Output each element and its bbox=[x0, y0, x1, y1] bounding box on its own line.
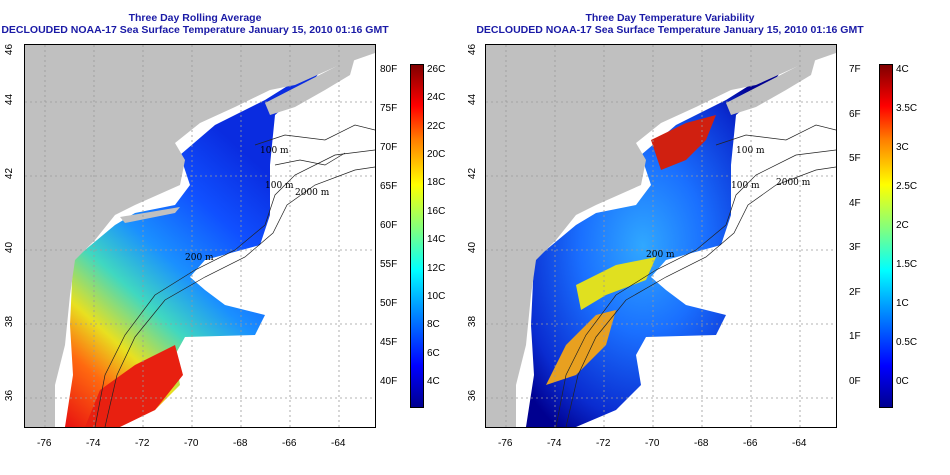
left-subtitle: DECLOUDED NOAA-17 Sea Surface Temperatur… bbox=[1, 24, 389, 36]
land-longisland bbox=[120, 207, 180, 223]
left-colorbar-label-c: 4C bbox=[427, 376, 440, 387]
mid-variability-slope bbox=[576, 257, 656, 310]
right-xtick: -76 bbox=[498, 438, 513, 449]
right-colorbar-label-c: 1C bbox=[896, 298, 909, 309]
left-title: Three Day Rolling Average bbox=[128, 12, 262, 24]
right-colorbar-label-c: 4C bbox=[896, 64, 909, 75]
right-ytick: 42 bbox=[467, 167, 479, 180]
left-colorbar-label-c: 10C bbox=[427, 290, 446, 302]
right-colorbar-label-c: 2.5C bbox=[896, 181, 918, 192]
bathymetry-contours bbox=[94, 124, 375, 427]
right-colorbar-label-f: 3F bbox=[849, 242, 861, 254]
right-colorbar-label-c: 2C bbox=[896, 220, 909, 231]
contour-label-4: 2000 m bbox=[295, 188, 330, 198]
right-xtick: -64 bbox=[792, 438, 807, 449]
right-colorbar-label-f: 2F bbox=[849, 286, 861, 298]
right-map: 100 m 100 m 2000 m 200 m bbox=[485, 44, 837, 428]
contour-label-1: 100 m bbox=[260, 146, 289, 156]
left-colorbar-label-f: 40F bbox=[380, 376, 398, 387]
right-ytick: 36 bbox=[467, 389, 479, 402]
left-colorbar bbox=[410, 64, 424, 408]
left-ytick: 44 bbox=[4, 93, 16, 106]
right-colorbar bbox=[879, 64, 893, 408]
left-ytick: 46 bbox=[4, 43, 16, 56]
left-colorbar-label-c: 14C bbox=[427, 234, 446, 246]
right-xtick: -74 bbox=[547, 438, 562, 449]
contour-label-1: 100 m bbox=[736, 146, 765, 156]
left-xtick: -74 bbox=[86, 438, 101, 449]
left-xtick: -70 bbox=[184, 438, 199, 449]
left-colorbar-label-c: 22C bbox=[427, 120, 446, 132]
right-ytick: 40 bbox=[467, 241, 479, 254]
contour-label-3: 2000 m bbox=[776, 178, 811, 188]
right-ytick: 44 bbox=[467, 93, 479, 106]
left-ytick: 38 bbox=[4, 315, 16, 328]
left-colorbar-label-c: 8C bbox=[427, 319, 440, 331]
left-colorbar-label-f: 70F bbox=[380, 142, 398, 153]
left-ytick: 42 bbox=[4, 167, 16, 180]
land-mainland bbox=[486, 45, 836, 427]
left-colorbar-label-f: 65F bbox=[380, 181, 398, 192]
left-colorbar-label-c: 26C bbox=[427, 64, 446, 75]
right-colorbar-label-c: 0C bbox=[896, 376, 909, 387]
left-xtick: -72 bbox=[135, 438, 150, 449]
grid-lines bbox=[25, 45, 375, 427]
left-colorbar-label-c: 6C bbox=[427, 347, 440, 359]
left-colorbar-label-f: 60F bbox=[380, 220, 398, 231]
left-map: 100 m 100 m 200 m 2000 m bbox=[24, 44, 376, 428]
left-colorbar-label-c: 20C bbox=[427, 149, 446, 161]
left-colorbar-label-f: 45F bbox=[380, 337, 398, 348]
right-colorbar-label-f: 5F bbox=[849, 153, 861, 165]
right-colorbar-label-c: 0.5C bbox=[896, 337, 918, 348]
contour-label-4: 200 m bbox=[646, 250, 675, 260]
right-colorbar-label-f: 7F bbox=[849, 64, 861, 75]
left-colorbar-label-c: 12C bbox=[427, 262, 446, 274]
left-xtick: -68 bbox=[233, 438, 248, 449]
left-colorbar-label-f: 55F bbox=[380, 259, 398, 270]
right-subtitle: DECLOUDED NOAA-17 Sea Surface Temperatur… bbox=[476, 24, 864, 36]
right-xtick: -66 bbox=[743, 438, 758, 449]
left-ytick: 40 bbox=[4, 241, 16, 254]
right-xtick: -70 bbox=[645, 438, 660, 449]
land-mainland bbox=[25, 45, 375, 427]
left-panel: Three Day Rolling Average DECLOUDED NOAA… bbox=[1, 12, 446, 449]
right-title: Three Day Temperature Variability bbox=[585, 12, 755, 24]
contour-label-2: 100 m bbox=[731, 181, 760, 191]
right-ytick: 46 bbox=[467, 43, 479, 56]
left-colorbar-label-c: 16C bbox=[427, 205, 446, 217]
left-xtick: -66 bbox=[282, 438, 297, 449]
right-colorbar-label-f: 4F bbox=[849, 197, 861, 209]
right-colorbar-label-c: 1.5C bbox=[896, 259, 918, 270]
left-xtick: -64 bbox=[331, 438, 346, 449]
left-xtick: -76 bbox=[37, 438, 52, 449]
right-colorbar-label-c: 3C bbox=[896, 142, 909, 153]
right-colorbar-label-f: 0F bbox=[849, 376, 861, 387]
left-colorbar-label-f: 50F bbox=[380, 298, 398, 309]
left-colorbar-label-f: 80F bbox=[380, 64, 398, 75]
high-variability-gom bbox=[651, 115, 716, 170]
left-colorbar-label-c: 24C bbox=[427, 92, 446, 104]
land-novascotia bbox=[726, 57, 816, 115]
right-ytick: 38 bbox=[467, 315, 479, 328]
right-panel: Three Day Temperature Variability DECLOU… bbox=[467, 0, 950, 475]
right-xtick: -68 bbox=[694, 438, 709, 449]
sst-field bbox=[65, 65, 325, 427]
high-variability-shelf bbox=[546, 310, 616, 385]
contour-label-2: 100 m bbox=[265, 181, 294, 191]
left-colorbar-label-f: 75F bbox=[380, 103, 398, 114]
grid-lines bbox=[486, 45, 836, 427]
right-colorbar-label-f: 1F bbox=[849, 331, 861, 343]
left-colorbar-label-c: 18C bbox=[427, 177, 446, 189]
right-xtick: -72 bbox=[596, 438, 611, 449]
contour-label-3: 200 m bbox=[185, 253, 214, 263]
right-colorbar-label-c: 3.5C bbox=[896, 103, 918, 114]
left-ytick: 36 bbox=[4, 389, 16, 402]
right-colorbar-label-f: 6F bbox=[849, 108, 861, 120]
bathymetry-contours bbox=[555, 124, 836, 427]
land-novascotia bbox=[265, 57, 355, 115]
